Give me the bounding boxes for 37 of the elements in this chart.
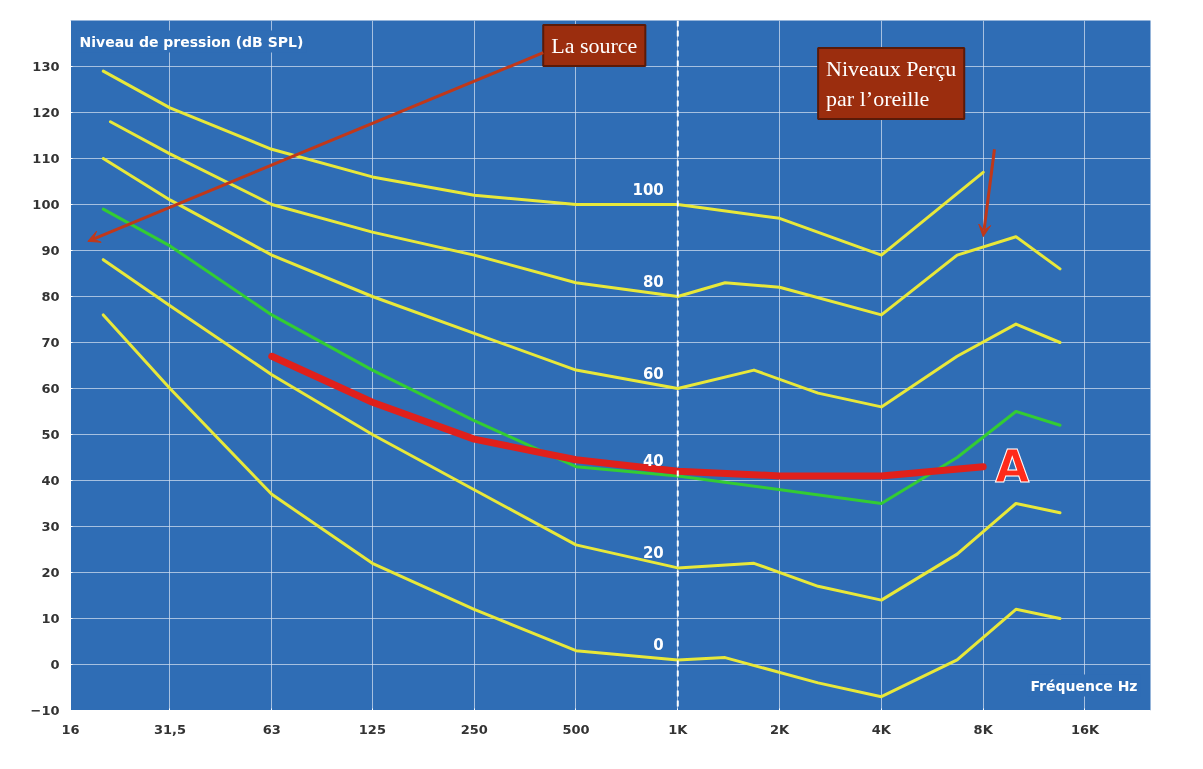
y-tick-label: 120 (32, 105, 60, 120)
x-tick-label: 2K (770, 721, 791, 737)
x-tick-label: 500 (562, 721, 590, 737)
y-tick-label: 70 (41, 335, 60, 350)
x-tick-label: 31,5 (153, 721, 187, 737)
series-label: A (995, 441, 1030, 493)
series-label: 0 (653, 635, 664, 654)
series-label: 100 (632, 180, 664, 199)
series-label: 20 (642, 543, 664, 562)
y-tick-label: 50 (41, 427, 60, 442)
y-tick-label: 0 (50, 657, 60, 672)
x-tick-label: 1K (668, 721, 689, 737)
y-tick-label: 130 (32, 59, 60, 74)
series-label: 40 (642, 451, 664, 470)
series-label: 80 (642, 272, 664, 291)
x-tick-label: 250 (460, 721, 488, 737)
y-tick-label: 90 (41, 243, 60, 258)
y-tick-label: −10 (30, 703, 60, 718)
y-tick-label: 100 (32, 197, 60, 212)
annotation: La source (551, 33, 638, 59)
x-tick-label: 63 (262, 721, 281, 737)
x-tick-label: 16 (61, 721, 80, 737)
y-tick-label: 20 (41, 565, 60, 580)
y-tick-label: 10 (41, 611, 60, 626)
y-axis-title: Niveau de pression (dB SPL) (79, 33, 304, 50)
y-tick-label: 30 (41, 519, 60, 534)
y-tick-label: 60 (41, 381, 60, 396)
y-tick-label: 110 (32, 151, 60, 166)
x-axis-title: Fréquence Hz (1030, 677, 1138, 694)
x-tick-label: 8K (973, 721, 994, 737)
y-tick-label: 80 (41, 289, 60, 304)
x-tick-label: 4K (871, 721, 892, 737)
y-tick-label: 40 (41, 473, 60, 488)
annotation: Niveaux Perçu par l’oreille (826, 56, 957, 112)
x-tick-label: 125 (358, 721, 386, 737)
series-label: 60 (642, 364, 664, 383)
x-tick-label: 16K (1070, 721, 1100, 737)
